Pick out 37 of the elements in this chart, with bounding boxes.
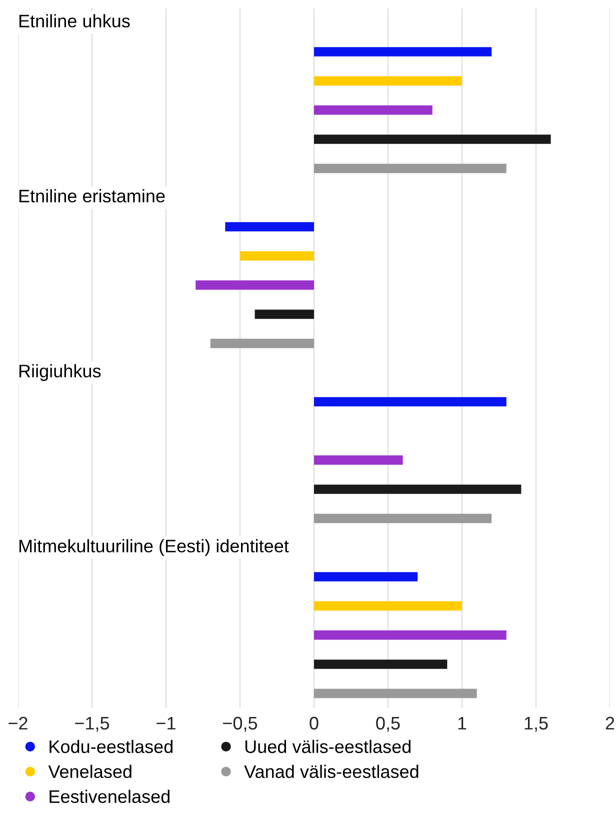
x-tick-label: −1: [156, 716, 176, 730]
bar: [314, 105, 432, 115]
annotation: Riigiuhkus: [19, 364, 101, 381]
x-tick-label: −2: [8, 716, 28, 730]
bar: [314, 164, 506, 174]
bar: [254, 310, 314, 319]
bar: [314, 47, 492, 56]
bar: [314, 688, 477, 698]
bar: [314, 484, 522, 494]
legend-label: Eestivenelased: [50, 790, 170, 804]
bar: [314, 76, 462, 86]
x-tick-label: 0,5: [376, 716, 400, 732]
bar: [314, 514, 492, 524]
annotation: Mitmekultuuriline (Eesti) identiteet: [19, 539, 289, 556]
x-tick-label: 1,5: [524, 716, 548, 732]
x-tick-label: −0,5: [223, 716, 258, 732]
bar: [314, 397, 506, 406]
x-tick-label: 1: [458, 716, 466, 730]
bar: [314, 660, 448, 669]
legend-label: Venelased: [48, 764, 132, 778]
bar: [314, 630, 506, 640]
annotation: Etniline uhkus: [19, 14, 130, 28]
legend-label: Vanad välis-eestlased: [244, 764, 418, 778]
bar: [240, 251, 314, 261]
bar: [210, 338, 314, 348]
x-tick-label: −1,5: [75, 716, 110, 732]
annotation: Etniline eristamine: [19, 189, 165, 202]
bar: [314, 134, 551, 144]
x-tick-label: 0: [310, 716, 318, 730]
bar: [314, 601, 462, 611]
legend-label: Kodu-eestlased: [50, 740, 172, 754]
bar: [196, 280, 314, 290]
bar: [314, 572, 418, 582]
bar: [314, 455, 403, 465]
bar: [225, 222, 314, 232]
legend-label: Uued välis-eestlased: [245, 740, 411, 754]
x-tick-label: 2: [606, 716, 614, 730]
